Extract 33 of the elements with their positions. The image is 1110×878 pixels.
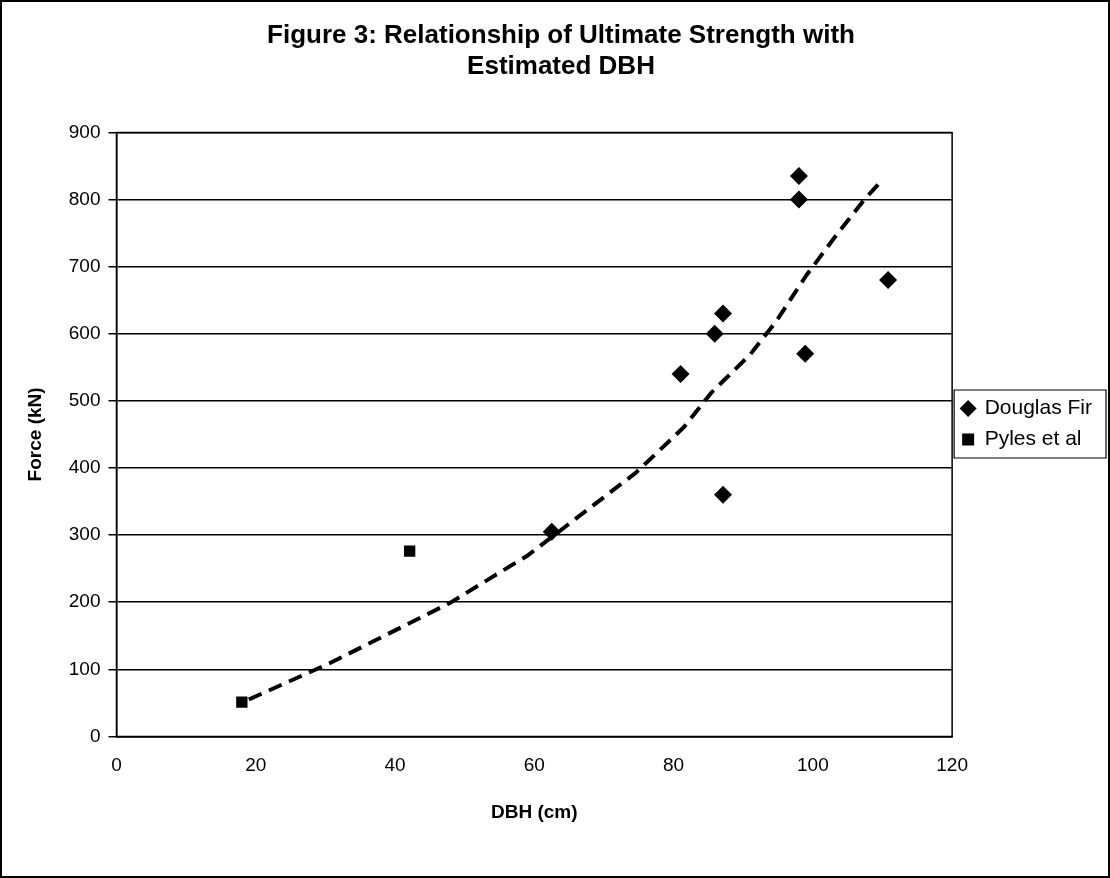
point [705, 324, 724, 343]
x-tick-label: 100 [797, 754, 829, 776]
y-tick-label: 900 [68, 120, 101, 142]
y-tick-label: 800 [68, 187, 101, 209]
x-tick-label: 60 [523, 754, 545, 776]
legend-label: Pyles et al [984, 426, 1082, 450]
point [789, 167, 808, 186]
y-tick-label: 100 [68, 657, 101, 679]
y-tick-label: 500 [68, 389, 101, 411]
x-tick-label: 0 [111, 754, 122, 776]
y-tick-label: 700 [68, 254, 101, 276]
point [796, 344, 815, 363]
y-tick-label: 600 [68, 321, 101, 343]
point [714, 485, 733, 504]
chart-title: Figure 3: Relationship of Ultimate Strength with Estimated DBH [267, 18, 855, 80]
point [542, 522, 561, 541]
y-axis-title: Force (kN) [23, 387, 45, 482]
y-tick-label: 400 [68, 456, 101, 478]
x-tick-label: 120 [936, 754, 968, 776]
point [236, 696, 248, 708]
x-axis-title: DBH (cm) [491, 800, 578, 822]
x-tick-label: 20 [245, 754, 267, 776]
y-tick-label: 300 [68, 523, 101, 545]
point [789, 190, 808, 209]
point [671, 365, 690, 383]
x-tick-label: 80 [663, 754, 685, 776]
point [879, 271, 898, 290]
y-tick-label: 200 [68, 590, 101, 612]
y-tick-label: 0 [89, 724, 101, 746]
point [404, 545, 416, 557]
legend-label: Douglas Fir [984, 395, 1093, 419]
x-tick-label: 40 [384, 754, 406, 776]
point [714, 304, 733, 323]
